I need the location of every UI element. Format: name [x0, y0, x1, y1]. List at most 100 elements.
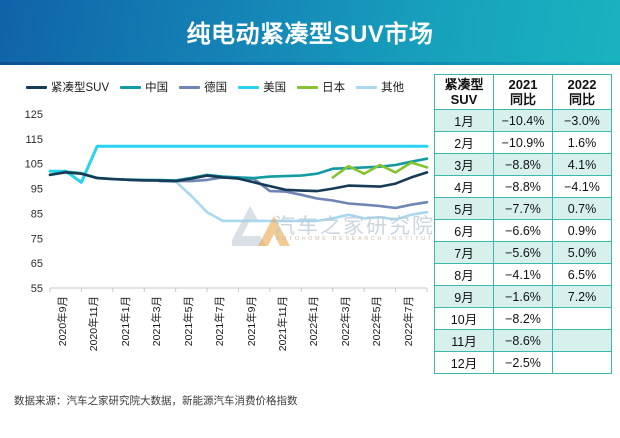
- table-cell-2021: −7.7%: [493, 197, 553, 220]
- table-cell-2021: −8.2%: [493, 307, 553, 330]
- table-cell-month: 5月: [434, 197, 494, 220]
- legend-swatch-icon: [120, 85, 142, 89]
- table-row: 7月 −5.6% 5.0%: [434, 241, 612, 264]
- header-banner: 纯电动紧凑型SUV市场: [0, 0, 620, 62]
- table-cell-2022: 7.2%: [552, 285, 612, 308]
- chart-y-tick-label: 95: [31, 184, 43, 196]
- table-cell-2022: 1.6%: [552, 131, 612, 154]
- table-cell-2021: −5.6%: [493, 241, 553, 264]
- chart-x-axis-labels: 2020年9月 2020年11月 2021年1月 2021年3月 2021年5月 2021…: [8, 296, 446, 376]
- table-row: 12月 −2.5%: [434, 351, 612, 374]
- chart-x-tick-label: 2022年1月: [308, 296, 321, 347]
- table-cell-2022: 0.9%: [552, 219, 612, 242]
- table-header-month-line1: 紧凑型: [444, 77, 484, 92]
- table-header-2021-line2: 同比: [509, 92, 536, 107]
- legend-label: 美国: [263, 82, 287, 94]
- table-cell-month: 4月: [434, 175, 494, 198]
- chart-y-tick-label: 105: [25, 159, 43, 171]
- table-header-month: 紧凑型 SUV: [434, 74, 494, 110]
- data-table: 紧凑型 SUV 2021 同比 2022 同比 1月 −10.4% −3.0% 2月 −…: [434, 74, 612, 374]
- chart-x-tick-label: 2021年9月: [245, 296, 258, 347]
- chart-x-tick-label: 2020年9月: [57, 296, 69, 347]
- table-cell-month: 7月: [434, 241, 494, 264]
- chart-x-tick-label: 2021年5月: [182, 296, 195, 347]
- table-row: 5月 −7.7% 0.7%: [434, 197, 612, 220]
- table-head: 紧凑型 SUV 2021 同比 2022 同比: [434, 74, 612, 110]
- table-cell-2021: −1.6%: [493, 285, 553, 308]
- chart-y-tick-label: 125: [25, 109, 43, 121]
- chart-x-tick-label: 2021年11月: [276, 296, 289, 352]
- table-header-2022: 2022 同比: [552, 74, 612, 110]
- legend-label: 德国: [204, 82, 228, 94]
- table-cell-2022: −4.1%: [552, 175, 612, 198]
- chart-x-tick-label: 2022年7月: [402, 296, 415, 347]
- table-cell-2021: −8.8%: [493, 175, 553, 198]
- legend-swatch-icon: [179, 85, 201, 89]
- chart-x-tick-label: 2021年3月: [151, 296, 164, 347]
- table-cell-2021: −8.8%: [493, 153, 553, 176]
- legend-item-4[interactable]: 日本: [297, 79, 345, 95]
- page-title: 纯电动紧凑型SUV市场: [186, 20, 434, 48]
- chart-series-line: [158, 179, 429, 223]
- source-note: 数据来源：汽车之家研究院大数据，新能源汽车消费价格指数: [14, 395, 298, 407]
- chart-x-tick-label: 2020年11月: [88, 296, 101, 352]
- chart-y-tick-label: 65: [31, 258, 43, 270]
- table-cell-2021: −4.1%: [493, 263, 553, 286]
- line-chart: 125 115 105 95 85 75 65 55: [8, 100, 433, 300]
- chart-y-tick-label: 115: [25, 134, 43, 146]
- table-cell-2022: 4.1%: [552, 153, 612, 176]
- table-row: 3月 −8.8% 4.1%: [434, 153, 612, 176]
- legend-label: 中国: [145, 82, 169, 94]
- table-row: 1月 −10.4% −3.0%: [434, 109, 612, 132]
- table-cell-2022: [552, 307, 612, 330]
- table-cell-2021: −2.5%: [493, 351, 553, 374]
- table-header-row: 紧凑型 SUV 2021 同比 2022 同比: [434, 74, 612, 110]
- table-cell-2021: −10.9%: [493, 131, 553, 154]
- table-row: 10月 −8.2%: [434, 307, 612, 330]
- legend-item-0[interactable]: 紧凑型SUV: [26, 79, 109, 95]
- table-header-2021-line1: 2021: [508, 77, 538, 92]
- table-header-month-line2: SUV: [450, 92, 478, 107]
- table-row: 11月 −8.6%: [434, 329, 612, 352]
- chart-legend: 紧凑型SUV 中国 德国 美国 日本 其他: [26, 79, 404, 95]
- legend-item-1[interactable]: 中国: [120, 79, 168, 95]
- table-cell-2021: −8.6%: [493, 329, 553, 352]
- table-row: 8月 −4.1% 6.5%: [434, 263, 612, 286]
- data-table-container: 紧凑型 SUV 2021 同比 2022 同比 1月 −10.4% −3.0% 2月 −…: [434, 74, 612, 374]
- chart-series-line: [158, 176, 429, 210]
- table-cell-month: 8月: [434, 263, 494, 286]
- table-cell-2022: 5.0%: [552, 241, 612, 264]
- chart-series-line: [48, 171, 429, 193]
- legend-item-2[interactable]: 德国: [179, 79, 227, 95]
- table-row: 6月 −6.6% 0.9%: [434, 219, 612, 242]
- table-cell-2022: [552, 329, 612, 352]
- table-cell-month: 12月: [434, 351, 494, 374]
- table-cell-2021: −10.4%: [493, 109, 553, 132]
- chart-x-tick-label: 2021年7月: [214, 296, 227, 347]
- legend-label: 日本: [322, 82, 346, 94]
- legend-item-5[interactable]: 其他: [356, 79, 404, 95]
- table-row: 9月 −1.6% 7.2%: [434, 285, 612, 308]
- legend-item-3[interactable]: 美国: [238, 79, 286, 95]
- table-cell-month: 11月: [434, 329, 494, 352]
- chart-svg: 125 115 105 95 85 75 65 55: [25, 109, 429, 295]
- legend-swatch-icon: [26, 85, 47, 89]
- table-cell-month: 6月: [434, 219, 494, 242]
- legend-swatch-icon: [356, 85, 378, 89]
- legend-label: 其他: [381, 82, 405, 94]
- table-header-2022-line2: 同比: [568, 92, 595, 107]
- chart-y-tick-label: 75: [31, 233, 43, 245]
- table-cell-month: 1月: [434, 109, 494, 132]
- table-cell-month: 9月: [434, 285, 494, 308]
- header-underline: [0, 62, 620, 65]
- table-cell-2022: 0.7%: [552, 197, 612, 220]
- table-cell-2022: [552, 351, 612, 374]
- table-cell-2022: −3.0%: [552, 109, 612, 132]
- chart-x-tick-label: 2022年5月: [371, 296, 384, 347]
- table-row: 2月 −10.9% 1.6%: [434, 131, 612, 154]
- table-cell-month: 3月: [434, 153, 494, 176]
- table-header-2021: 2021 同比: [493, 74, 553, 110]
- chart-y-tick-label: 85: [31, 208, 43, 220]
- table-cell-2022: 6.5%: [552, 263, 612, 286]
